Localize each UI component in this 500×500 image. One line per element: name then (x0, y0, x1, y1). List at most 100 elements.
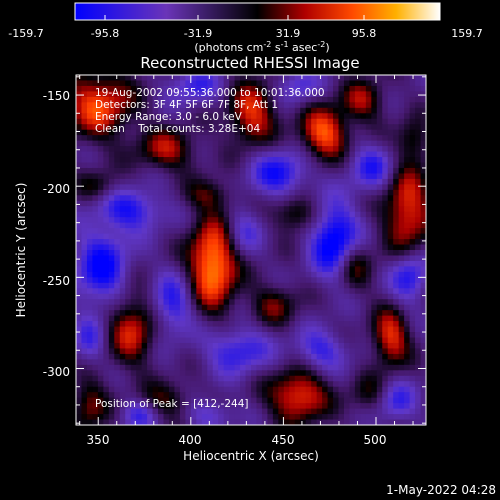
heatmap-cell (218, 118, 225, 125)
heatmap-cell (108, 244, 115, 251)
heatmap-cell (404, 85, 411, 93)
heatmap-cell (382, 392, 389, 399)
heatmap-cell (256, 392, 263, 399)
heatmap-cell (300, 244, 307, 251)
heatmap-cell (278, 151, 285, 158)
heatmap-cell (327, 375, 334, 382)
heatmap-cell (376, 310, 383, 317)
heatmap-cell (179, 195, 186, 202)
heatmap-cell (294, 162, 301, 169)
heatmap-cell (305, 239, 312, 246)
heatmap-cell (294, 381, 301, 388)
heatmap-cell (92, 408, 99, 415)
heatmap-cell (201, 260, 208, 268)
heatmap-cell (404, 359, 411, 366)
heatmap-cell (108, 321, 115, 328)
heatmap-cell (382, 80, 389, 87)
heatmap-cell (76, 381, 83, 388)
heatmap-cell (294, 260, 301, 268)
heatmap-cell (179, 293, 186, 300)
heatmap-cell (371, 277, 378, 284)
heatmap-cell (327, 348, 334, 355)
heatmap-cell (76, 113, 83, 120)
heatmap-cell (147, 146, 154, 153)
heatmap-cell (174, 118, 181, 125)
heatmap-cell (267, 299, 274, 306)
heatmap-cell (267, 326, 274, 333)
heatmap-cell (97, 184, 104, 191)
heatmap-cell (147, 386, 154, 393)
annotation-detectors: Detectors: 3F 4F 5F 6F 7F 8F, Att 1 (95, 99, 278, 111)
heatmap-cell (163, 271, 170, 278)
heatmap-cell (207, 184, 214, 191)
heatmap-cell (261, 211, 269, 218)
heatmap-cell (97, 211, 104, 218)
heatmap-cell (136, 414, 143, 421)
heatmap-cell (398, 414, 405, 421)
heatmap-cell (130, 321, 137, 328)
heatmap-cell (316, 85, 323, 93)
heatmap-cell (278, 271, 285, 278)
heatmap-cell (333, 211, 340, 218)
heatmap-cell (207, 375, 214, 382)
heatmap-cell (212, 135, 219, 142)
heatmap-cell (294, 266, 301, 273)
heatmap-cell (283, 260, 290, 268)
heatmap-cell (125, 386, 132, 393)
heatmap-cell (234, 397, 241, 404)
heatmap-cell (338, 129, 345, 136)
heatmap-cell (147, 266, 154, 273)
heatmap-cell (114, 228, 121, 235)
heatmap-cell (223, 375, 230, 382)
heatmap-cell (174, 321, 181, 328)
heatmap-cell (158, 386, 165, 393)
heatmap-cell (343, 348, 351, 355)
heatmap-cell (283, 299, 290, 306)
heatmap-cell (76, 260, 83, 268)
heatmap-cell (415, 195, 422, 202)
heatmap-cell (103, 299, 110, 306)
heatmap-cell (86, 75, 94, 82)
heatmap-cell (218, 337, 225, 344)
heatmap-cell (240, 304, 247, 311)
heatmap-cell (97, 85, 104, 93)
heatmap-cell (251, 414, 258, 421)
heatmap-cell (278, 107, 285, 114)
heatmap-cell (251, 392, 258, 399)
heatmap-cell (289, 118, 296, 125)
heatmap-cell (201, 381, 208, 388)
heatmap-cell (174, 332, 181, 339)
heatmap-cell (283, 414, 290, 421)
heatmap-cell (190, 239, 197, 246)
heatmap-cell (136, 348, 143, 355)
heatmap-cell (185, 96, 192, 103)
heatmap-cell (158, 118, 165, 125)
heatmap-cell (289, 244, 296, 251)
heatmap-cell (409, 239, 416, 246)
heatmap-cell (114, 124, 121, 131)
heatmap-cell (311, 200, 318, 207)
heatmap-cell (371, 178, 378, 185)
heatmap-cell (152, 129, 159, 136)
heatmap-cell (179, 129, 186, 136)
heatmap-cell (311, 326, 318, 333)
heatmap-cell (322, 321, 329, 328)
heatmap-cell (305, 326, 312, 333)
heatmap-cell (409, 304, 416, 311)
heatmap-cell (168, 184, 176, 191)
heatmap-cell (322, 310, 329, 317)
heatmap-cell (92, 91, 99, 98)
heatmap-cell (119, 342, 126, 350)
heatmap-cell (207, 228, 214, 235)
heatmap-cell (409, 211, 416, 218)
heatmap-cell (108, 277, 115, 284)
heatmap-cell (76, 342, 83, 350)
heatmap-cell (174, 91, 181, 98)
heatmap-cell (261, 239, 269, 246)
heatmap-cell (141, 397, 148, 404)
heatmap-cell (338, 342, 345, 350)
heatmap-cell (97, 135, 104, 142)
heatmap-cell (343, 195, 351, 202)
heatmap-cell (86, 91, 94, 98)
heatmap-cell (360, 118, 367, 125)
